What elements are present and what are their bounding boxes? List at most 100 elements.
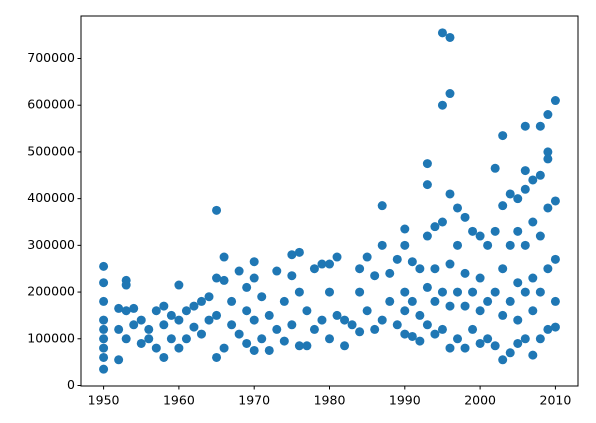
point: [340, 341, 350, 351]
point: [505, 348, 515, 358]
x-tick-label: 1950: [88, 393, 120, 408]
point: [468, 287, 478, 297]
point: [437, 324, 447, 334]
point: [99, 364, 109, 374]
point: [136, 338, 146, 348]
point: [362, 306, 372, 316]
point: [174, 315, 184, 325]
point: [355, 264, 365, 274]
point: [550, 196, 560, 206]
point: [114, 324, 124, 334]
point: [505, 189, 515, 199]
point: [422, 159, 432, 169]
point: [355, 327, 365, 337]
point: [490, 287, 500, 297]
point: [490, 341, 500, 351]
point: [249, 345, 259, 355]
point: [121, 334, 131, 344]
point: [309, 324, 319, 334]
point: [227, 320, 237, 330]
point: [99, 334, 109, 344]
point: [317, 259, 327, 269]
point: [294, 341, 304, 351]
point: [129, 303, 139, 313]
point: [505, 240, 515, 250]
point: [543, 324, 553, 334]
point: [264, 310, 274, 320]
point: [490, 226, 500, 236]
point: [498, 310, 508, 320]
point: [400, 306, 410, 316]
point: [159, 352, 169, 362]
point: [347, 320, 357, 330]
point: [325, 287, 334, 297]
point: [159, 320, 169, 330]
point: [430, 296, 440, 306]
point: [453, 334, 463, 344]
y-tick-label: 100000: [27, 330, 75, 345]
point: [370, 324, 380, 334]
point: [437, 100, 447, 110]
point: [242, 338, 252, 348]
point: [212, 352, 222, 362]
point: [99, 343, 109, 353]
point: [136, 315, 146, 325]
point: [257, 334, 267, 344]
point: [189, 322, 199, 332]
point: [453, 240, 463, 250]
point: [520, 334, 530, 344]
point: [535, 287, 545, 297]
point: [362, 252, 372, 262]
point: [385, 296, 395, 306]
point: [234, 266, 244, 276]
point: [543, 110, 553, 120]
point: [460, 343, 470, 353]
point: [445, 343, 455, 353]
point: [99, 261, 109, 271]
point: [99, 324, 109, 334]
y-tick-label: 400000: [27, 190, 75, 205]
point: [317, 315, 327, 325]
point: [99, 296, 109, 306]
point: [234, 329, 244, 339]
point: [174, 280, 184, 290]
point: [242, 306, 252, 316]
point: [407, 296, 417, 306]
axes-frame: [80, 15, 579, 387]
point: [212, 273, 222, 283]
point: [535, 170, 545, 180]
point: [513, 338, 523, 348]
point: [550, 96, 560, 106]
point: [196, 329, 206, 339]
point: [415, 310, 425, 320]
x-tick-label: 1990: [389, 393, 421, 408]
point: [437, 28, 447, 38]
point: [535, 121, 545, 131]
point: [407, 331, 417, 341]
point: [151, 343, 161, 353]
point: [272, 324, 282, 334]
point: [392, 254, 402, 264]
point: [377, 315, 387, 325]
point: [498, 355, 508, 365]
point: [99, 278, 109, 288]
point: [227, 296, 237, 306]
point: [528, 273, 538, 283]
x-tick-label: 2010: [540, 393, 572, 408]
point: [212, 310, 222, 320]
point: [99, 315, 109, 325]
point: [422, 231, 432, 241]
point: [114, 303, 124, 313]
point: [430, 222, 440, 232]
point: [121, 306, 131, 316]
point: [528, 175, 538, 185]
point: [219, 252, 229, 262]
point: [475, 231, 485, 241]
point: [144, 324, 154, 334]
point: [520, 166, 530, 176]
point: [400, 240, 410, 250]
point: [294, 287, 304, 297]
point: [302, 306, 312, 316]
y-tick-label: 0: [67, 377, 75, 392]
point: [498, 264, 508, 274]
